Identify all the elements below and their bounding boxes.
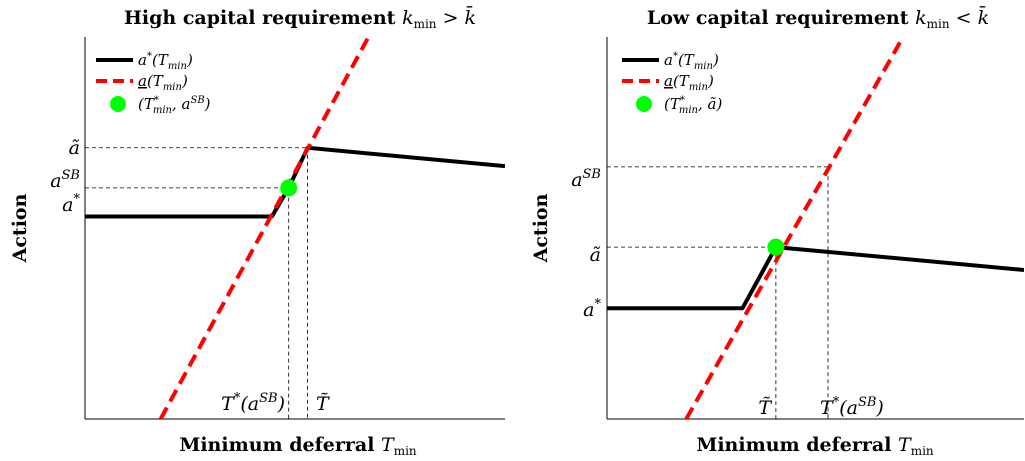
right-series-layer <box>607 37 1024 419</box>
marker-point-0 <box>767 238 785 256</box>
series-line-a-under <box>684 37 905 419</box>
right-ytick-a-sb: aSB <box>571 167 601 191</box>
left-panel: High capital requirement kmin > k̄ Actio… <box>9 5 505 458</box>
series-line-a-star <box>607 245 1024 311</box>
right-legend-swatch-marker <box>636 96 652 112</box>
left-panel-title: High capital requirement kmin > k̄ <box>124 5 476 31</box>
series-line-a-star <box>85 145 505 219</box>
left-legend: a*(Tmin) a(Tmin) (T* min, aSB) <box>96 51 211 116</box>
right-legend: a*(Tmin) a(Tmin) (T* min, ã) <box>622 51 722 116</box>
left-x-axis-label: Minimum deferral Tmin <box>179 434 417 458</box>
left-legend-swatch-marker <box>110 96 126 112</box>
left-guide-lines <box>85 147 309 419</box>
right-panel-title: Low capital requirement kmin < k̄ <box>647 5 989 31</box>
right-legend-label-a-star: a*(Tmin) <box>664 51 719 72</box>
marker-point-0 <box>280 179 298 197</box>
left-ytick-a-sb: aSB <box>50 168 80 192</box>
right-panel: Low capital requirement kmin < k̄ Action… <box>530 5 1024 458</box>
left-plot-area <box>84 37 505 420</box>
left-ytick-a-tilde: ã <box>69 137 80 159</box>
left-ytick-a-star: a* <box>62 192 80 216</box>
right-legend-label-marker: (T* min, ã) <box>664 95 722 116</box>
right-x-axis-label: Minimum deferral Tmin <box>696 434 934 458</box>
right-plot-area <box>606 37 1024 420</box>
left-xtick-t-tilde: T̃ <box>316 393 330 415</box>
right-xtick-t-star-a-sb: T*(aSB) <box>820 395 884 419</box>
left-xtick-t-star-a-sb: T*(aSB) <box>221 391 285 415</box>
right-y-axis-label: Action <box>530 193 552 263</box>
right-xtick-t-tilde: T̃ <box>758 397 772 419</box>
right-guide-lines <box>607 166 830 419</box>
left-legend-label-marker: (T* min, aSB) <box>138 95 211 116</box>
left-y-axis-label: Action <box>9 193 31 263</box>
right-legend-label-a-under: a(Tmin) <box>664 72 714 93</box>
right-ytick-a-star: a* <box>583 297 601 321</box>
left-legend-label-a-under: a(Tmin) <box>138 72 188 93</box>
left-legend-label-a-star: a*(Tmin) <box>138 51 193 72</box>
series-line-a-under <box>158 37 371 419</box>
right-ytick-a-tilde: ã <box>590 244 601 266</box>
